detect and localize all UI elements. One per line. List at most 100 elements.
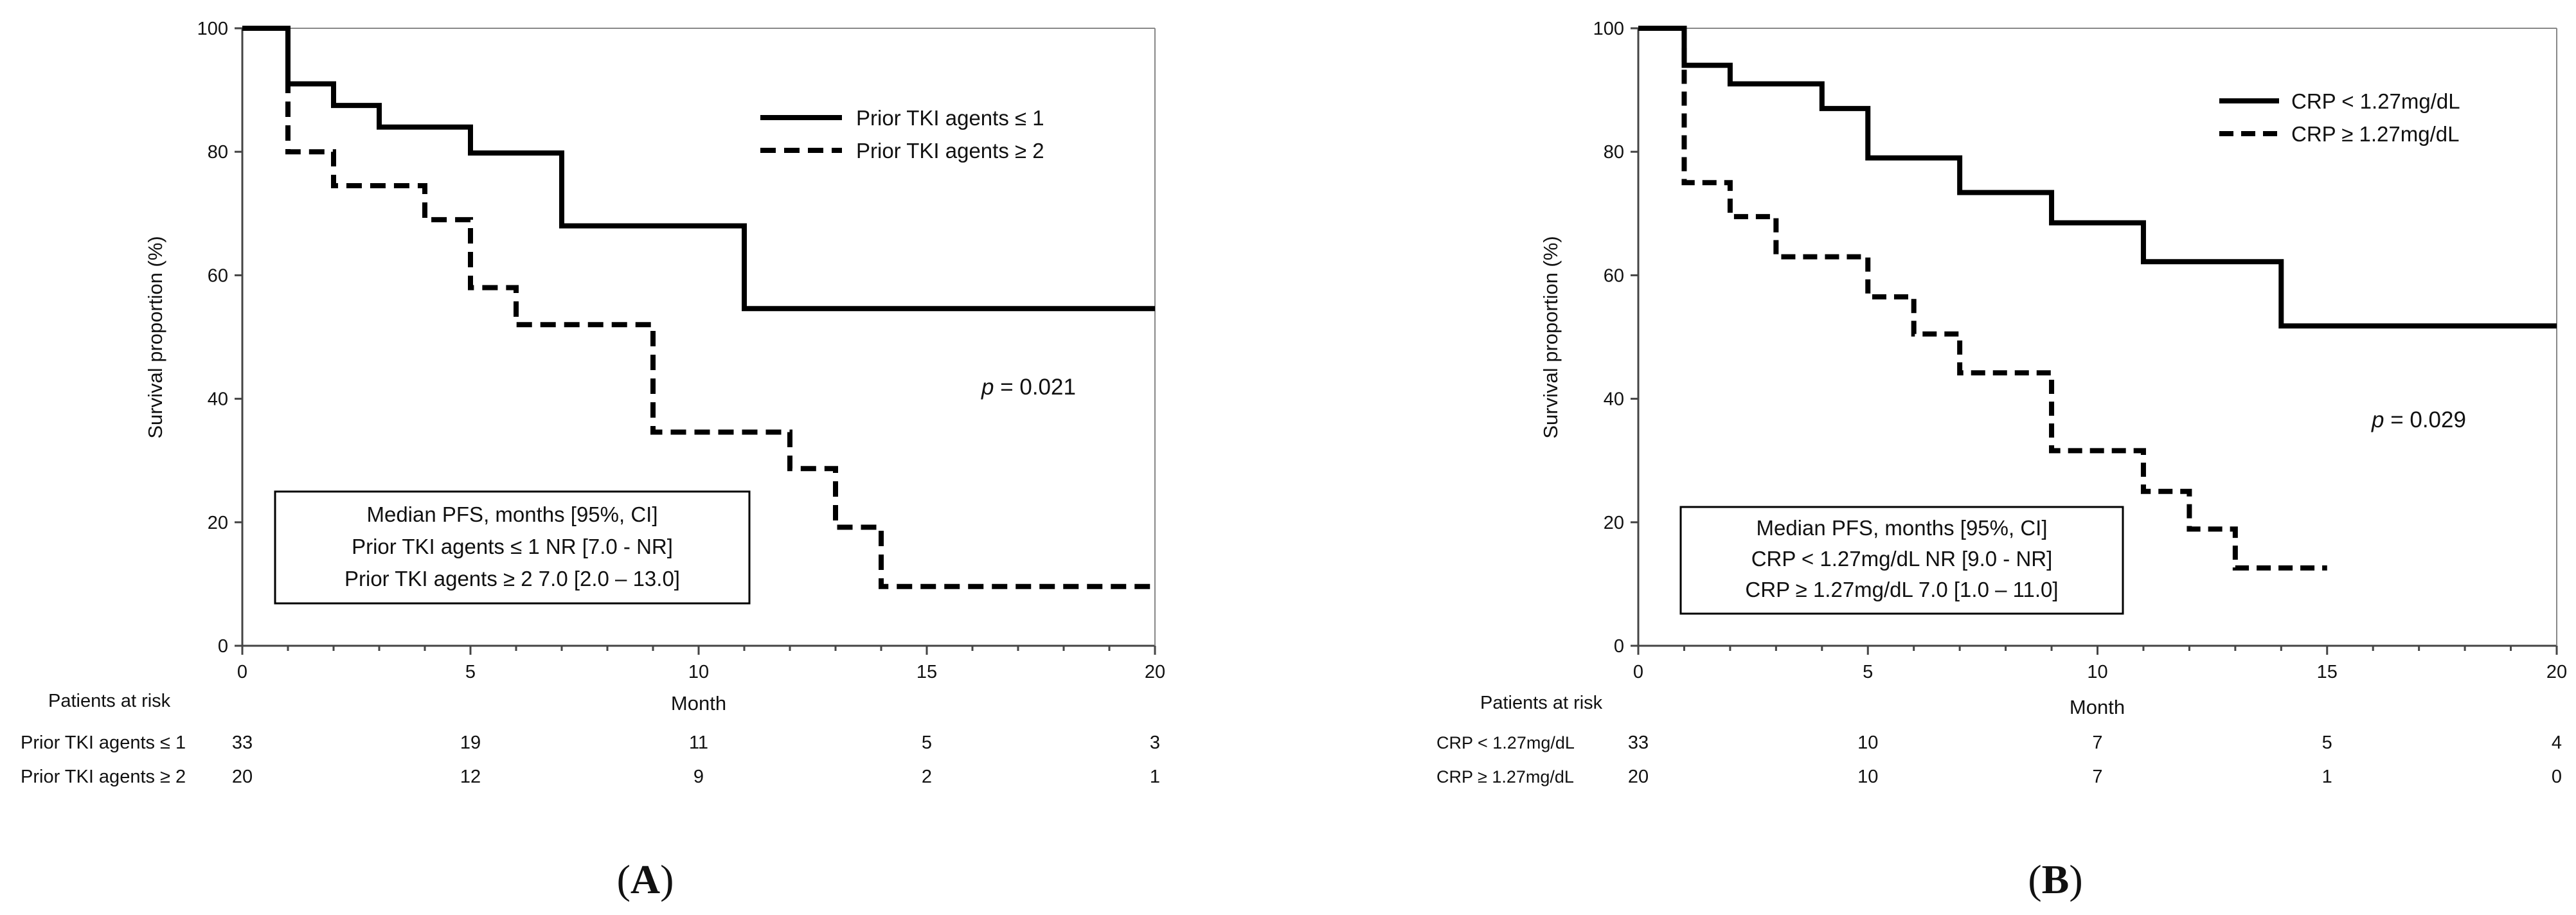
panel-b-risk-value: 4: [2552, 733, 2562, 753]
panel-b-median-box-frame: [1679, 506, 2124, 615]
panel-a-risk-value: 11: [689, 733, 708, 753]
panel-b-risk-row-2-label: CRP ≥ 1.27mg/dL: [1436, 767, 1574, 786]
panel-a-x-tick-label: 15: [917, 662, 937, 682]
panel-a-risk-title: Patients at risk: [48, 691, 171, 711]
panel-a-risk-value: 12: [460, 767, 481, 787]
panel-a-risk-value: 20: [232, 767, 253, 787]
panel-b-label-letter: B: [2042, 857, 2070, 902]
panel-b-legend: CRP < 1.27mg/dL CRP ≥ 1.27mg/dL: [2219, 89, 2460, 146]
panel-b-risk-value: 5: [2322, 733, 2332, 753]
panel-a-median-box: Median PFS, months [95%, CI] Prior TKI a…: [274, 490, 751, 605]
panel-a-risk-value: 3: [1150, 733, 1160, 753]
panel-a-legend: Prior TKI agents ≤ 1 Prior TKI agents ≥ …: [760, 106, 1044, 163]
panel-b-x-tick-label: 5: [1863, 662, 1873, 682]
panel-a-curve-dashed: [242, 26, 1155, 589]
panel-a-curve-solid: [242, 26, 1155, 312]
panel-b-risk-values: 33 10 7 5 420 10 7 1 0: [1628, 733, 2562, 787]
panel-b-risk-value: 10: [1857, 733, 1878, 753]
panel-a-y-tick-label: 40: [208, 389, 228, 410]
panel-b-x-tick-label: 15: [2317, 662, 2338, 682]
panel-b-curve-dashed: [1638, 26, 2327, 571]
panel-a-p-number: = 0.021: [994, 375, 1075, 400]
panel-a-risk-value: 33: [232, 733, 253, 753]
panel-b-risk-row-1-label: CRP < 1.27mg/dL: [1436, 733, 1575, 752]
panel-a-y-tick-label: 80: [208, 142, 228, 163]
panel-a-risk-row-2-label: Prior TKI agents ≥ 2: [21, 767, 186, 787]
panel-b-label-open: (: [2028, 857, 2041, 902]
panel-a-x-tick-label: 10: [688, 662, 709, 682]
panel-a-y-tick-label: 20: [208, 513, 228, 533]
panel-b-label: (B): [2028, 857, 2082, 902]
panel-a-y-axis-title: Survival proportion (%): [144, 236, 166, 438]
panel-a-legend-label-1: Prior TKI agents ≤ 1: [856, 106, 1044, 130]
panel-b-curve-solid: [1638, 26, 2557, 329]
panel-a-y-tick-label: 0: [218, 636, 228, 657]
panel-b-y-tick-label: 0: [1614, 636, 1624, 657]
panel-b-y-axis-title: Survival proportion (%): [1539, 236, 1562, 438]
panel-b-p-symbol: p: [2371, 407, 2384, 432]
panel-a-risk-values: 33 19 11 5 3 20 12 9 2 1: [232, 733, 1160, 787]
panel-a-label: (A): [617, 857, 674, 902]
panel-b-x-tick-label: 0: [1633, 662, 1643, 682]
panel-b-risk-value: 7: [2092, 767, 2102, 787]
panel-b-median-box: Median PFS, months [95%, CI] CRP < 1.27m…: [1679, 506, 2124, 615]
panel-b-x-axis-title: Month: [2070, 696, 2125, 718]
panel-a-median-box-line-1: Median PFS, months [95%, CI]: [366, 502, 657, 526]
panel-b-y-tick-label: 80: [1604, 142, 1624, 163]
panel-b-risk-title: Patients at risk: [1480, 693, 1603, 713]
panel-b-y-tick-label: 20: [1604, 513, 1624, 533]
panel-a-risk-row-1-label: Prior TKI agents ≤ 1: [21, 733, 186, 753]
panel-b-x-tick-label: 20: [2546, 662, 2567, 682]
panel-a-risk-value: 9: [693, 767, 704, 787]
panel-b-risk-value: 1: [2322, 767, 2332, 787]
panel-a-x-tick-label: 0: [237, 662, 247, 682]
panel-b-series: [1638, 26, 2557, 571]
panel-a-median-box-frame: [274, 490, 751, 605]
panel-a-p-value: p = 0.021: [981, 375, 1076, 400]
panel-a-plot-area: [241, 28, 1156, 647]
panel-a-risk-value: 5: [922, 733, 932, 753]
panel-a-x-ticks: 0 5 10 15 20: [237, 646, 1165, 682]
panel-b-risk-value: 20: [1628, 767, 1649, 787]
panel-a-label-letter: A: [631, 857, 660, 902]
panel-b-y-tick-label: 60: [1604, 265, 1624, 286]
panel-a-y-tick-label: 60: [208, 265, 228, 286]
panel-b-risk-value: 0: [2552, 767, 2562, 787]
panel-a-label-close: ): [660, 857, 674, 902]
panel-b-x-tick-label: 10: [2087, 662, 2107, 682]
panel-a-median-box-line-2: Prior TKI agents ≤ 1 NR [7.0 - NR]: [352, 535, 673, 558]
panel-b-y-tick-label: 40: [1604, 389, 1624, 410]
panel-b-label-close: ): [2069, 857, 2082, 902]
panel-a-x-tick-label: 20: [1145, 662, 1165, 682]
panel-a-risk-value: 2: [922, 767, 932, 787]
panel-b-risk-value: 10: [1857, 767, 1878, 787]
panel-b-risk-value: 33: [1628, 733, 1649, 753]
panel-a-risk-value: 1: [1150, 767, 1160, 787]
panel-b-risk-table: Patients at risk CRP < 1.27mg/dL CRP ≥ 1…: [1436, 693, 2562, 787]
panel-a-risk-value: 19: [460, 733, 481, 753]
panel-b-risk-value: 7: [2092, 733, 2102, 753]
panel-b-y-tick-label: 100: [1593, 19, 1624, 39]
panel-a-label-open: (: [617, 857, 631, 902]
panel-a-legend-label-2: Prior TKI agents ≥ 2: [856, 139, 1044, 163]
panel-b-x-ticks: 0 5 10 15 20: [1633, 646, 2567, 682]
panel-a-y-tick-label: 100: [197, 19, 228, 39]
panel-b-y-ticks: 0 20 40 60 80 100: [1593, 19, 1638, 657]
panel-b-median-box-line-1: Median PFS, months [95%, CI]: [1756, 516, 2047, 540]
panel-a-series: [242, 26, 1155, 589]
panel-b-p-value: p = 0.029: [2371, 407, 2466, 432]
panel-a-x-tick-label: 5: [465, 662, 476, 682]
panel-b-legend-label-1: CRP < 1.27mg/dL: [2291, 89, 2460, 113]
panel-a-y-ticks: 0 20 40 60 80 100: [197, 19, 242, 657]
panel-a-median-box-line-3: Prior TKI agents ≥ 2 7.0 [2.0 – 13.0]: [344, 567, 680, 591]
panel-b-p-number: = 0.029: [2384, 407, 2465, 432]
panel-b-median-box-line-3: CRP ≥ 1.27mg/dL 7.0 [1.0 – 11.0]: [1745, 578, 2058, 601]
panel-b-median-box-line-2: CRP < 1.27mg/dL NR [9.0 - NR]: [1751, 547, 2053, 571]
panel-a-risk-table: Patients at risk Prior TKI agents ≤ 1 Pr…: [21, 691, 1160, 787]
panel-a-x-axis-title: Month: [671, 692, 726, 715]
panel-a-p-symbol: p: [981, 375, 994, 400]
panel-b-legend-label-2: CRP ≥ 1.27mg/dL: [2291, 122, 2459, 146]
